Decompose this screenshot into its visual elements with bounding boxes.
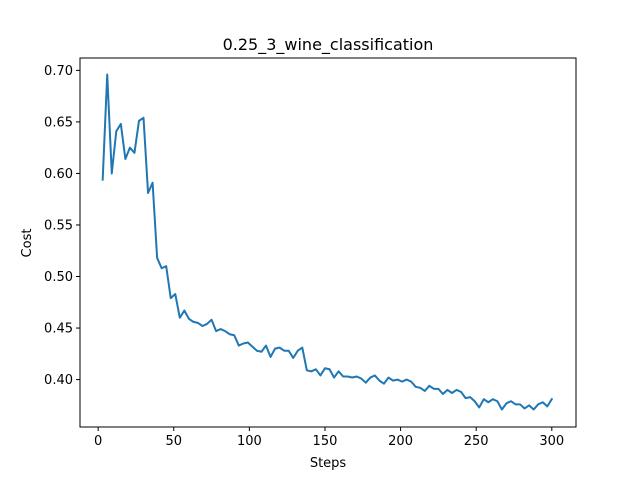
series-line-cost	[101, 73, 554, 411]
x-axis-label: Steps	[310, 456, 347, 471]
y-tick-label: 0.70	[44, 64, 73, 79]
y-tick-label: 0.50	[44, 270, 73, 285]
x-tick-label: 150	[313, 434, 338, 449]
y-axis-label: Cost	[20, 229, 35, 258]
x-axis-ticks: 0 50 100 150 200 250 300	[94, 427, 564, 449]
y-tick-label: 0.60	[44, 167, 73, 182]
x-tick-label: 250	[464, 434, 489, 449]
y-tick-label: 0.45	[44, 322, 73, 337]
x-tick-label: 200	[388, 434, 413, 449]
x-tick-label: 300	[539, 434, 564, 449]
x-tick-label: 100	[237, 434, 262, 449]
axes-frame	[79, 57, 577, 428]
x-tick-label: 50	[165, 434, 182, 449]
y-tick-label: 0.40	[44, 373, 73, 388]
y-tick-label: 0.65	[44, 115, 73, 130]
plot-area	[101, 73, 554, 411]
chart-title: 0.25_3_wine_classification	[223, 35, 434, 55]
y-axis-ticks: 0.40 0.45 0.50 0.55 0.60 0.65 0.70	[44, 64, 80, 388]
x-tick-label: 0	[94, 434, 102, 449]
y-tick-label: 0.55	[44, 218, 73, 233]
